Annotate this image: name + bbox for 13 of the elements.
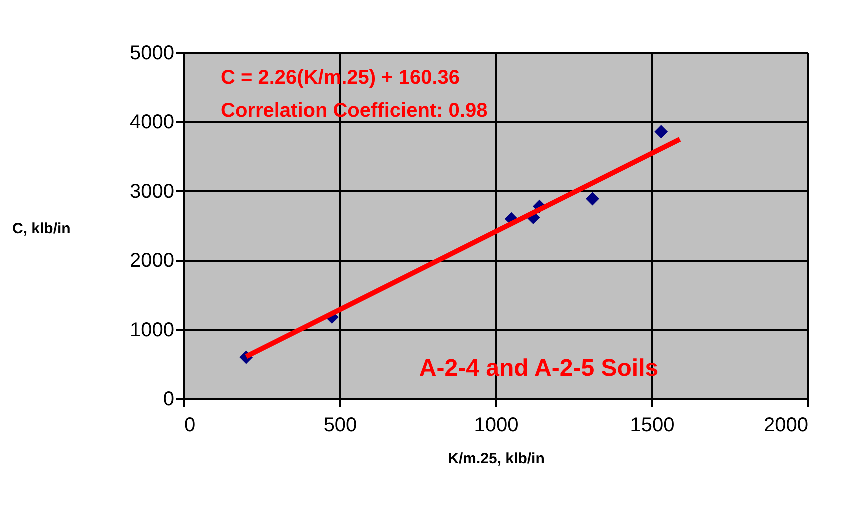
y-tick-label: 1000 (130, 319, 174, 342)
x-tick-label: 1500 (630, 414, 675, 436)
y-tick-label: 5000 (130, 42, 174, 64)
y-axis-title: C, klb/in (12, 220, 71, 238)
y-tick-label: 4000 (130, 112, 174, 134)
x-axis-title: K/m.25, klb/in (448, 450, 545, 468)
x-tick-label: 1000 (474, 414, 519, 436)
x-tick-label: 2000 (764, 414, 808, 436)
x-tick-label: 0 (184, 414, 196, 436)
x-tick-label: 500 (324, 414, 358, 436)
y-tick-label: 3000 (130, 180, 174, 203)
y-tick-label: 0 (163, 388, 174, 410)
y-tick-label: 2000 (130, 250, 174, 272)
